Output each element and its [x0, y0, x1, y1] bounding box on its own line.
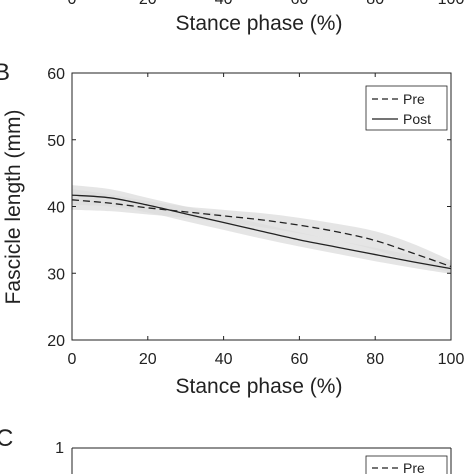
bottom-y-tick-label: 1	[55, 440, 64, 457]
x-tick-label: 60	[291, 351, 309, 368]
x-tick-label: 80	[366, 351, 384, 368]
series-lines	[71, 194, 452, 270]
legend-post-label: Post	[403, 111, 431, 127]
y-tick-label: 20	[47, 333, 65, 350]
top-x-axis-label: Stance phase (%)	[176, 12, 343, 35]
top-x-tick-label: 100	[438, 0, 465, 8]
bottom-legend-box	[365, 455, 448, 474]
y-tick-label: 30	[47, 266, 65, 283]
legend: Pre Post	[365, 85, 448, 131]
y-axis-ticks: 20 30 40 50 60	[47, 66, 451, 350]
bottom-legend-pre-label: Pre	[403, 460, 425, 474]
x-tick-label: 20	[139, 351, 157, 368]
top-x-tick-label: 80	[366, 0, 384, 8]
top-x-tick-label: 0	[68, 0, 77, 8]
y-tick-label: 50	[47, 133, 65, 150]
top-x-tick-label: 60	[291, 0, 309, 8]
x-tick-label: 0	[68, 351, 77, 368]
y-tick-label: 60	[47, 66, 65, 83]
y-tick-label: 40	[47, 200, 65, 217]
confidence-bands	[72, 185, 451, 274]
band-post	[72, 185, 451, 274]
series-line-post	[71, 194, 452, 270]
panel-letter-c: C	[0, 425, 13, 452]
x-tick-label: 40	[215, 351, 233, 368]
legend-pre-label: Pre	[403, 91, 425, 107]
x-axis-label: Stance phase (%)	[176, 375, 343, 398]
panel-letter-b: B	[0, 59, 10, 86]
legend-box	[365, 85, 448, 131]
top-x-tick-label: 40	[215, 0, 233, 8]
x-axis-ticks: 0 20 40 60 80 100	[68, 73, 465, 368]
top-panel-fragment: 0 20 40 60 80 100	[68, 0, 465, 8]
series-line-pre	[71, 199, 452, 268]
y-axis-label: Fascicle length (mm)	[2, 110, 25, 305]
top-x-tick-label: 20	[139, 0, 157, 8]
x-tick-label: 100	[438, 351, 465, 368]
